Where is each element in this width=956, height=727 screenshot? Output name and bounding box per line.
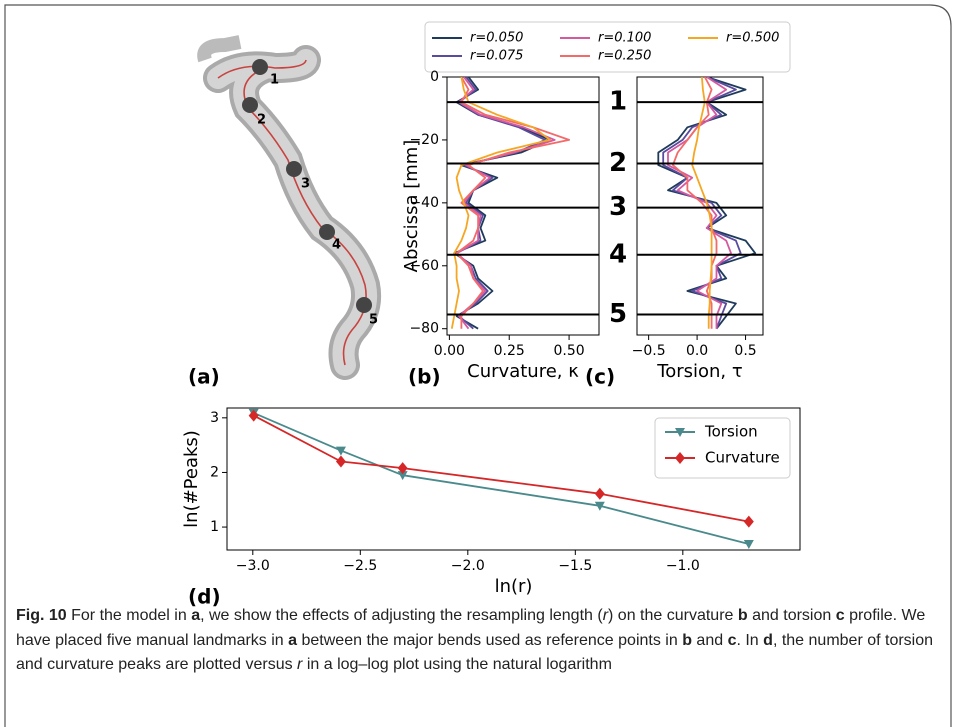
series-line bbox=[453, 77, 551, 330]
caption-part: r bbox=[297, 656, 303, 673]
point bbox=[397, 471, 408, 481]
x-tick-label: 0.0 bbox=[686, 343, 708, 359]
landmark-label: 1 bbox=[609, 87, 627, 117]
x-axis-label: ln(r) bbox=[495, 576, 533, 597]
series-line bbox=[691, 77, 713, 329]
y-tick-label: 0 bbox=[430, 69, 439, 85]
x-tick-label: −3.0 bbox=[236, 558, 270, 574]
y-axis-label: Abscissa [mm] bbox=[401, 140, 422, 273]
series-group bbox=[450, 77, 570, 330]
legend-label: r=0.250 bbox=[598, 49, 651, 64]
x-tick-label: 0.25 bbox=[494, 343, 525, 359]
caption-part: and bbox=[691, 631, 728, 649]
point bbox=[335, 455, 346, 468]
point bbox=[743, 539, 754, 549]
legend-label: Torsion bbox=[704, 423, 758, 441]
vessel: 1 2 3 4 5 bbox=[197, 35, 382, 380]
landmark-label: 5 bbox=[609, 299, 627, 329]
series-line bbox=[450, 77, 551, 329]
y-axis-label: ln(#Peaks) bbox=[181, 430, 202, 528]
caption: Fig. 10 For the model in a, we show the … bbox=[16, 604, 942, 678]
vessel-landmark: 4 bbox=[332, 238, 341, 253]
landmark-label: 4 bbox=[609, 239, 627, 269]
series-line bbox=[455, 77, 570, 329]
caption-part: For the model in bbox=[66, 607, 192, 624]
y-tick-label: −80 bbox=[409, 321, 439, 337]
caption-part: , we show the effects of adjusting the r… bbox=[200, 607, 603, 624]
caption-part: a bbox=[191, 607, 201, 624]
caption-part: a bbox=[288, 631, 298, 649]
legend-label: r=0.075 bbox=[470, 49, 523, 64]
caption-part: b bbox=[737, 607, 748, 624]
plot-area bbox=[636, 76, 764, 336]
legend-box bbox=[424, 21, 791, 73]
x-tick-label: −2.0 bbox=[451, 558, 485, 574]
point bbox=[397, 462, 408, 475]
caption-part: between the major bends used as referenc… bbox=[297, 631, 683, 649]
y-tick-label: −20 bbox=[409, 132, 439, 148]
series-line bbox=[455, 77, 556, 330]
legend-marker bbox=[675, 452, 685, 464]
caption-part: Fig. 10 bbox=[16, 607, 67, 624]
caption-part: profile. We have placed five manual land… bbox=[16, 607, 926, 649]
vessel-landmark: 3 bbox=[301, 177, 310, 192]
panel-label: (d) bbox=[188, 585, 221, 609]
legend-label: r=0.500 bbox=[726, 31, 779, 46]
y-tick-label: −60 bbox=[409, 258, 439, 274]
caption-part: , the number of torsion and curvature pe… bbox=[16, 631, 934, 674]
vessel-landmark: 2 bbox=[257, 113, 266, 128]
legend-marker bbox=[675, 428, 685, 437]
legend-label: r=0.050 bbox=[470, 31, 523, 46]
landmark-label: 2 bbox=[609, 148, 627, 178]
caption-part: c bbox=[727, 631, 737, 649]
y-tick-label: 2 bbox=[210, 464, 219, 480]
vessel-landmark: 5 bbox=[369, 313, 378, 328]
caption-part: r bbox=[602, 607, 609, 624]
caption-part: ) on the curvature bbox=[608, 607, 738, 624]
caption-part: in a log–log plot using the natural loga… bbox=[302, 656, 612, 673]
panel-label: (a) bbox=[188, 365, 220, 389]
y-tick-label: −40 bbox=[409, 195, 439, 211]
x-tick-label: 0.00 bbox=[434, 343, 465, 359]
point bbox=[335, 446, 346, 456]
x-axis-label: Curvature, κ bbox=[467, 361, 579, 382]
series-group bbox=[248, 408, 754, 549]
legend-label: Curvature bbox=[705, 449, 780, 467]
series-group bbox=[657, 77, 757, 330]
x-axis-label: Torsion, τ bbox=[656, 361, 742, 382]
point bbox=[594, 501, 605, 511]
panel-label: (c) bbox=[585, 365, 615, 389]
series-line bbox=[672, 77, 718, 329]
caption-part: . In bbox=[736, 631, 764, 649]
x-tick-label: −2.5 bbox=[343, 558, 377, 574]
point bbox=[743, 515, 754, 528]
vessel-landmark: 1 bbox=[270, 73, 279, 88]
point bbox=[594, 487, 605, 500]
x-tick-label: −1.0 bbox=[666, 558, 700, 574]
x-tick-label: 0.5 bbox=[734, 343, 756, 359]
panel-label: (b) bbox=[408, 365, 441, 389]
caption-part: d bbox=[763, 631, 773, 649]
caption-part: c bbox=[835, 607, 845, 624]
landmark-label: 3 bbox=[609, 192, 627, 222]
y-tick-label: 1 bbox=[210, 519, 219, 535]
point bbox=[248, 409, 259, 422]
caption-part: and torsion bbox=[747, 607, 836, 624]
frame bbox=[4, 4, 952, 727]
caption-part: b bbox=[682, 631, 692, 649]
x-tick-label: −1.5 bbox=[558, 558, 592, 574]
legend-label: r=0.100 bbox=[598, 31, 651, 46]
plot-area bbox=[226, 407, 801, 551]
y-tick-label: 3 bbox=[210, 410, 219, 426]
x-tick-label: −0.5 bbox=[632, 343, 666, 359]
x-tick-label: 0.50 bbox=[553, 343, 584, 359]
plot-area bbox=[446, 76, 600, 336]
